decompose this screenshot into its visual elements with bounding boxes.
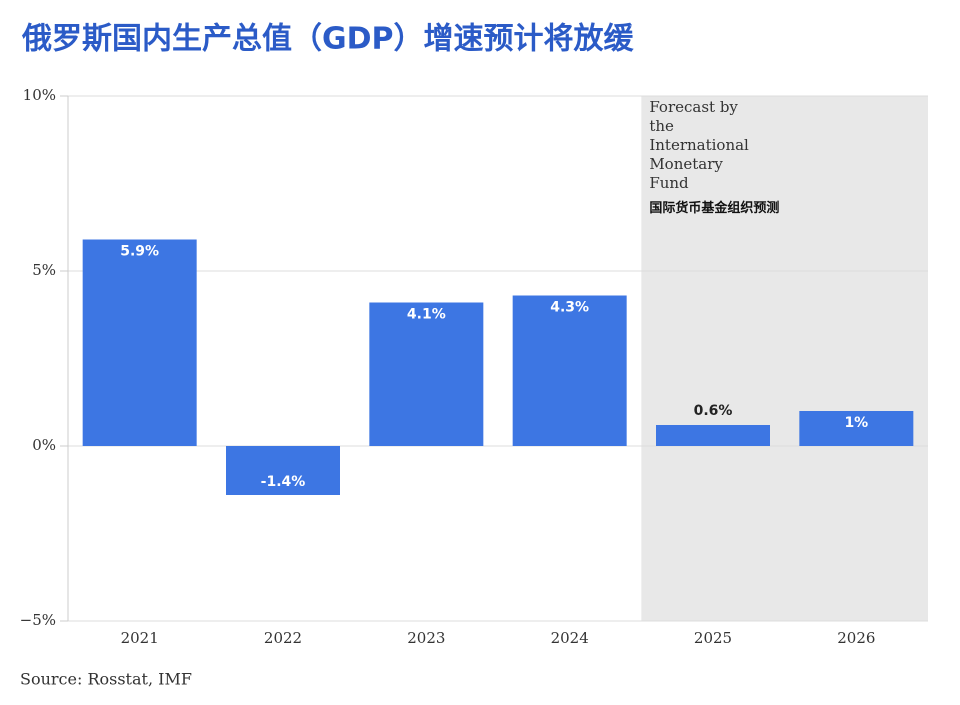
forecast-region [641, 96, 928, 621]
x-tick-label: 2021 [121, 629, 159, 647]
value-label: 1% [844, 415, 868, 431]
chart-title: 俄罗斯国内生产总值（GDP）增速预计将放缓 [21, 22, 635, 57]
bar [82, 239, 197, 446]
source: Source: Rosstat, IMF [20, 670, 192, 689]
value-label: 4.3% [550, 300, 589, 316]
y-tick-label: 0% [32, 436, 56, 454]
bar [226, 446, 340, 495]
annotation: Forecast by the International Monetary F… [649, 98, 780, 216]
bar [799, 411, 914, 446]
y-tick-label: −5% [20, 611, 56, 629]
bar [369, 302, 484, 446]
value-label: 4.1% [407, 307, 446, 323]
annotation-text: 国际货币基金组织预测 [649, 201, 780, 216]
x-tick-label: 2023 [407, 629, 445, 647]
bar [512, 295, 627, 446]
bar [656, 425, 770, 446]
x-tick-label: 2025 [694, 629, 732, 647]
y-tick-label: 5% [32, 261, 56, 279]
x-tick-label: 2026 [837, 629, 875, 647]
value-label: 0.6% [694, 403, 733, 419]
x-tick-label: 2022 [264, 629, 302, 647]
annotation-text: Forecast by the International Monetary F… [649, 98, 749, 192]
value-label: -1.4% [261, 474, 306, 490]
y-tick-label: 10% [23, 86, 56, 104]
value-label: 5.9% [120, 244, 159, 260]
x-tick-label: 2024 [551, 629, 589, 647]
